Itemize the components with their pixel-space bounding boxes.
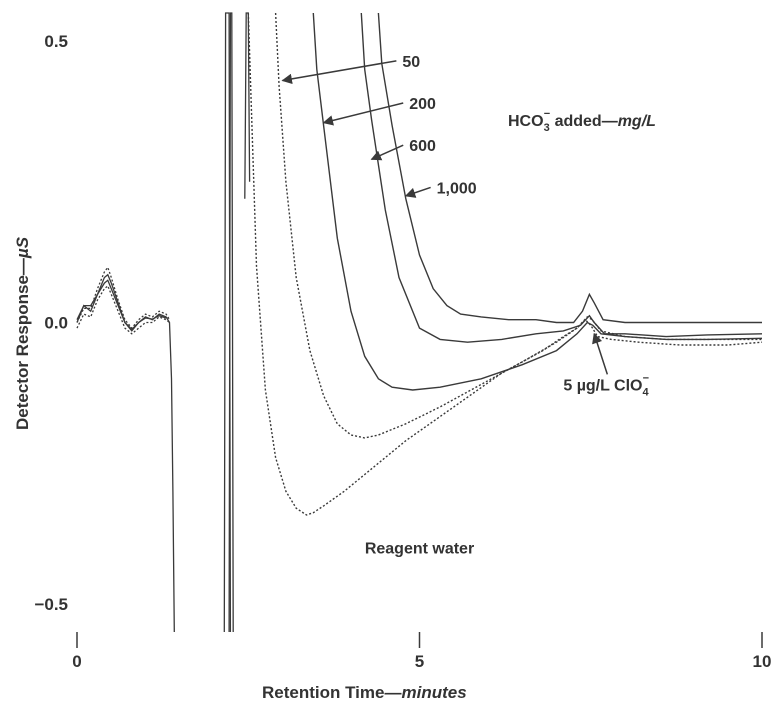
- series-label: 1,000: [437, 180, 477, 197]
- early-trace: [76, 279, 175, 633]
- x-tick-label: 0: [72, 652, 81, 671]
- series-line: [312, 12, 763, 391]
- series-line: [360, 12, 763, 343]
- annotation-layer: 50 200 600 1,000 Reagent water 5 µg/L ClO4 −: [281, 54, 650, 558]
- legend-title: HCO3− added—mg/L: [508, 108, 656, 134]
- x-axis: 0 5 10 0.5 0.0 −0.5: [34, 32, 771, 671]
- series-label: 600: [409, 138, 436, 155]
- perchlorate-label: 5 µg/L ClO4 −: [563, 372, 649, 398]
- solvent-peak: [244, 12, 251, 199]
- series-label: 200: [409, 96, 436, 113]
- y-tick-label: −0.5: [34, 595, 68, 614]
- reagent-water-label: Reagent water: [365, 541, 474, 558]
- perchlorate-sub: 4: [643, 386, 650, 398]
- x-tick-label: 5: [415, 652, 424, 671]
- series-label-arrow: [404, 186, 431, 198]
- y-tick-label: 0.5: [44, 32, 68, 51]
- perchlorate-text: 5 µg/L ClO: [563, 377, 642, 394]
- solvent-peak: [228, 12, 234, 633]
- series-label: 50: [402, 54, 420, 71]
- series-line: [377, 12, 762, 324]
- series-line: [274, 12, 762, 439]
- perchlorate-arrow: [592, 332, 609, 375]
- series-label-arrow: [370, 144, 404, 161]
- perchlorate-sup: −: [643, 372, 649, 384]
- early-trace: [76, 284, 170, 335]
- y-axis-title: Detector Response—µS: [13, 236, 32, 430]
- early-trace: [76, 273, 167, 331]
- early-trace: [76, 266, 171, 330]
- x-tick-label: 10: [753, 652, 772, 671]
- y-tick-label: 0.0: [44, 314, 68, 333]
- x-axis-title: Retention Time—minutes: [262, 683, 467, 702]
- series-layer: [76, 12, 763, 633]
- series-label-arrow: [281, 60, 397, 85]
- series-line: [247, 12, 763, 516]
- series-label-arrow: [322, 102, 404, 126]
